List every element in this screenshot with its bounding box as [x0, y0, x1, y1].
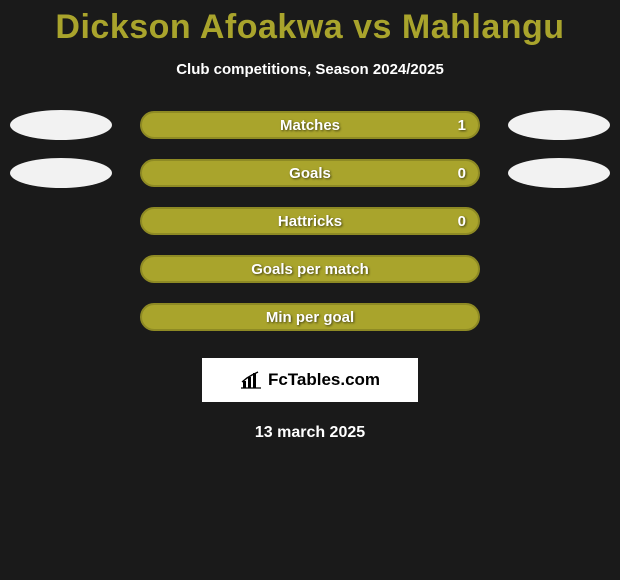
stat-value: 0 [458, 165, 466, 182]
stat-label: Goals per match [251, 261, 369, 278]
right-ellipse [508, 158, 610, 188]
stat-label: Min per goal [266, 309, 354, 326]
stat-row: Matches 1 [0, 110, 620, 140]
stat-label: Matches [280, 117, 340, 134]
date-text: 13 march 2025 [0, 424, 620, 442]
stat-value: 0 [458, 213, 466, 230]
logo-badge: FcTables.com [202, 358, 418, 402]
logo-text: FcTables.com [268, 370, 380, 390]
infographic-root: Dickson Afoakwa vs Mahlangu Club competi… [0, 0, 620, 442]
right-ellipse [508, 110, 610, 140]
stat-row: Goals 0 [0, 158, 620, 188]
stat-bar: Goals per match [140, 255, 480, 283]
stat-bar: Matches 1 [140, 111, 480, 139]
stat-label: Hattricks [278, 213, 342, 230]
page-title: Dickson Afoakwa vs Mahlangu [0, 8, 620, 47]
stat-value: 1 [458, 117, 466, 134]
stat-bar: Goals 0 [140, 159, 480, 187]
stat-bar: Hattricks 0 [140, 207, 480, 235]
stat-row: Min per goal [0, 302, 620, 332]
left-ellipse [10, 158, 112, 188]
stat-rows: Matches 1 Goals 0 Hattricks 0 Goals per match M… [0, 110, 620, 332]
stat-bar: Min per goal [140, 303, 480, 331]
stat-row: Goals per match [0, 254, 620, 284]
left-ellipse [10, 110, 112, 140]
bar-chart-icon [240, 371, 262, 389]
stat-row: Hattricks 0 [0, 206, 620, 236]
stat-label: Goals [289, 165, 331, 182]
subtitle: Club competitions, Season 2024/2025 [0, 61, 620, 78]
